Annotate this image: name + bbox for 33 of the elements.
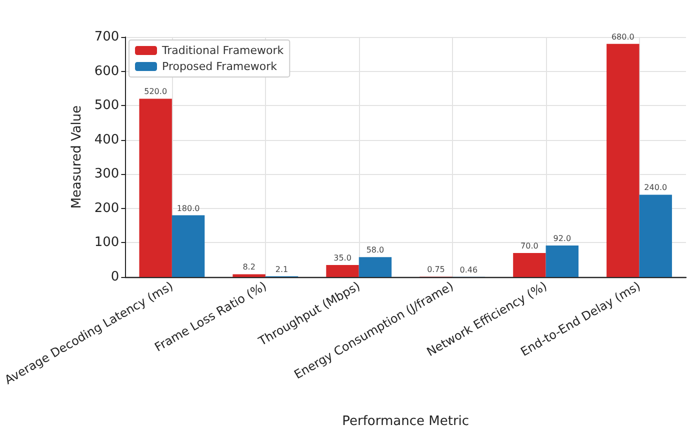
y-axis-title: Measured Value	[69, 105, 84, 209]
data-label: 180.0	[176, 204, 200, 213]
bar	[172, 215, 205, 277]
y-tick-label: 600	[94, 64, 120, 79]
bar	[606, 44, 640, 277]
bar	[139, 98, 172, 277]
data-label: 240.0	[644, 183, 668, 192]
data-label: 92.0	[553, 234, 572, 243]
data-label: 520.0	[144, 87, 168, 96]
bar	[546, 245, 579, 277]
data-label: 0.46	[460, 265, 478, 274]
data-label: 35.0	[334, 254, 352, 262]
data-label: 58.0	[366, 246, 384, 255]
y-tick-label: 400	[94, 132, 120, 148]
legend-label: Traditional Framework	[161, 44, 284, 57]
bar	[358, 257, 392, 277]
data-label: 2.1	[275, 264, 288, 274]
bar	[326, 265, 359, 277]
y-tick-label: 0	[110, 270, 120, 284]
legend-label: Proposed Framework	[162, 60, 278, 73]
bar	[513, 253, 546, 277]
y-tick-label: 300	[94, 166, 120, 182]
y-tick-label: 100	[94, 235, 120, 250]
data-label: 70.0	[520, 242, 538, 250]
x-axis-title: Performance Metric	[342, 414, 470, 429]
bar	[232, 274, 266, 277]
data-label: 8.2	[242, 262, 256, 272]
data-label: 0.75	[427, 265, 445, 274]
y-tick-label: 200	[94, 200, 120, 216]
y-tick-label: 700	[94, 30, 120, 44]
bar	[639, 194, 672, 277]
data-label: 680.0	[611, 32, 634, 42]
y-tick-label: 500	[94, 98, 120, 114]
